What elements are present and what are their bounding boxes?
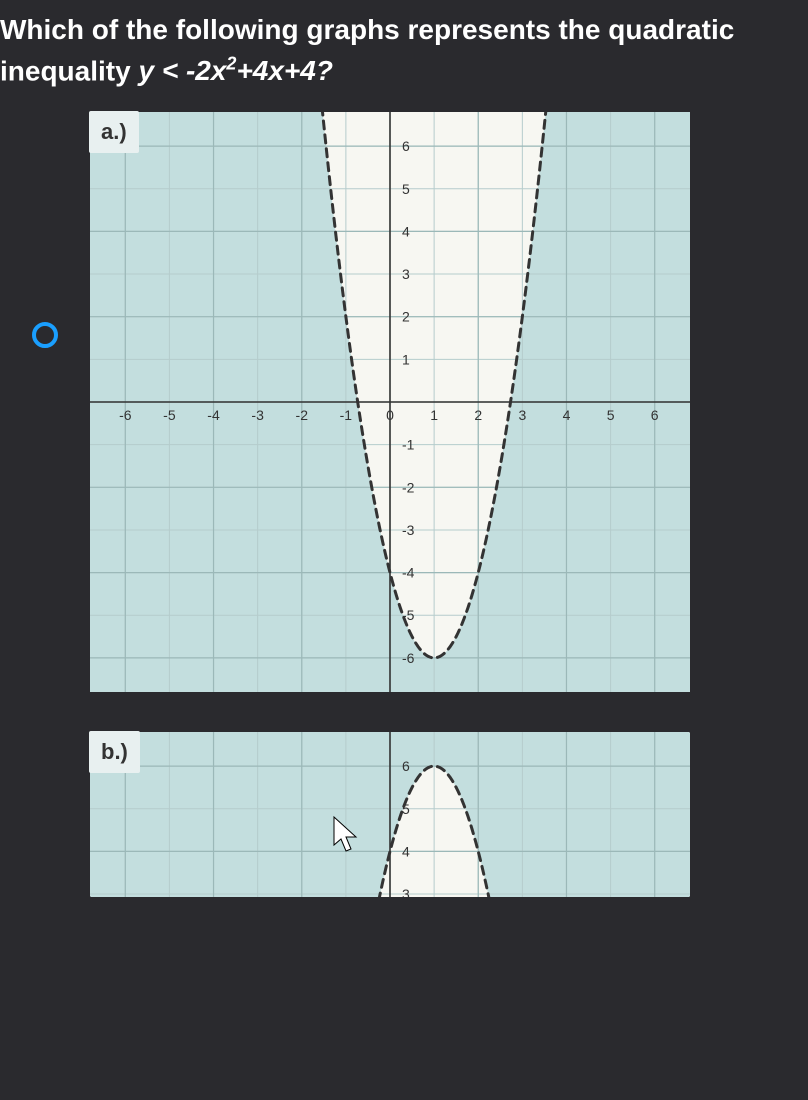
svg-text:-2: -2: [402, 479, 415, 495]
svg-text:2: 2: [474, 407, 482, 423]
svg-text:1: 1: [402, 351, 410, 367]
svg-text:6: 6: [402, 138, 410, 154]
svg-text:-3: -3: [251, 407, 264, 423]
question-post: +4x+4?: [236, 55, 333, 86]
svg-text:1: 1: [430, 407, 438, 423]
svg-text:3: 3: [402, 266, 410, 282]
svg-text:4: 4: [402, 223, 410, 239]
svg-text:-4: -4: [207, 407, 220, 423]
radio-col-a: [0, 112, 90, 348]
svg-text:-6: -6: [119, 407, 132, 423]
svg-text:0: 0: [386, 407, 394, 423]
graph-b-wrap: b.) -6-5-4-3-2-10123456-6-5-4-3-2-112345…: [90, 732, 690, 897]
radio-a[interactable]: [32, 322, 58, 348]
svg-text:6: 6: [402, 758, 410, 774]
svg-text:-5: -5: [163, 407, 176, 423]
svg-text:4: 4: [402, 843, 410, 859]
svg-text:-6: -6: [402, 649, 415, 665]
svg-text:-1: -1: [402, 436, 415, 452]
question-line2-pre: inequality: [0, 55, 138, 86]
radio-col-b: [0, 732, 90, 1032]
graph-a: -6-5-4-3-2-10123456-6-5-4-3-2-1123456: [90, 112, 690, 692]
question-sup: 2: [226, 54, 236, 74]
svg-text:-1: -1: [340, 407, 353, 423]
svg-text:-3: -3: [402, 521, 415, 537]
svg-text:-2: -2: [296, 407, 309, 423]
svg-text:3: 3: [402, 886, 410, 897]
svg-text:3: 3: [518, 407, 526, 423]
svg-text:-4: -4: [402, 564, 415, 580]
question-line1: Which of the following graphs represents…: [0, 14, 734, 45]
svg-text:5: 5: [402, 180, 410, 196]
graph-a-wrap: a.) -6-5-4-3-2-10123456-6-5-4-3-2-112345…: [90, 112, 690, 692]
svg-text:6: 6: [651, 407, 659, 423]
option-a-row: a.) -6-5-4-3-2-10123456-6-5-4-3-2-112345…: [0, 112, 808, 692]
option-b-row: b.) -6-5-4-3-2-10123456-6-5-4-3-2-112345…: [0, 732, 808, 1032]
svg-text:2: 2: [402, 308, 410, 324]
svg-text:5: 5: [607, 407, 615, 423]
svg-text:4: 4: [563, 407, 571, 423]
graph-b: -6-5-4-3-2-10123456-6-5-4-3-2-1123456: [90, 732, 690, 897]
option-b-label: b.): [90, 732, 140, 773]
question-math: y < -2x: [138, 55, 226, 86]
option-a-label: a.): [89, 111, 139, 153]
question-text: Which of the following graphs represents…: [0, 0, 808, 112]
